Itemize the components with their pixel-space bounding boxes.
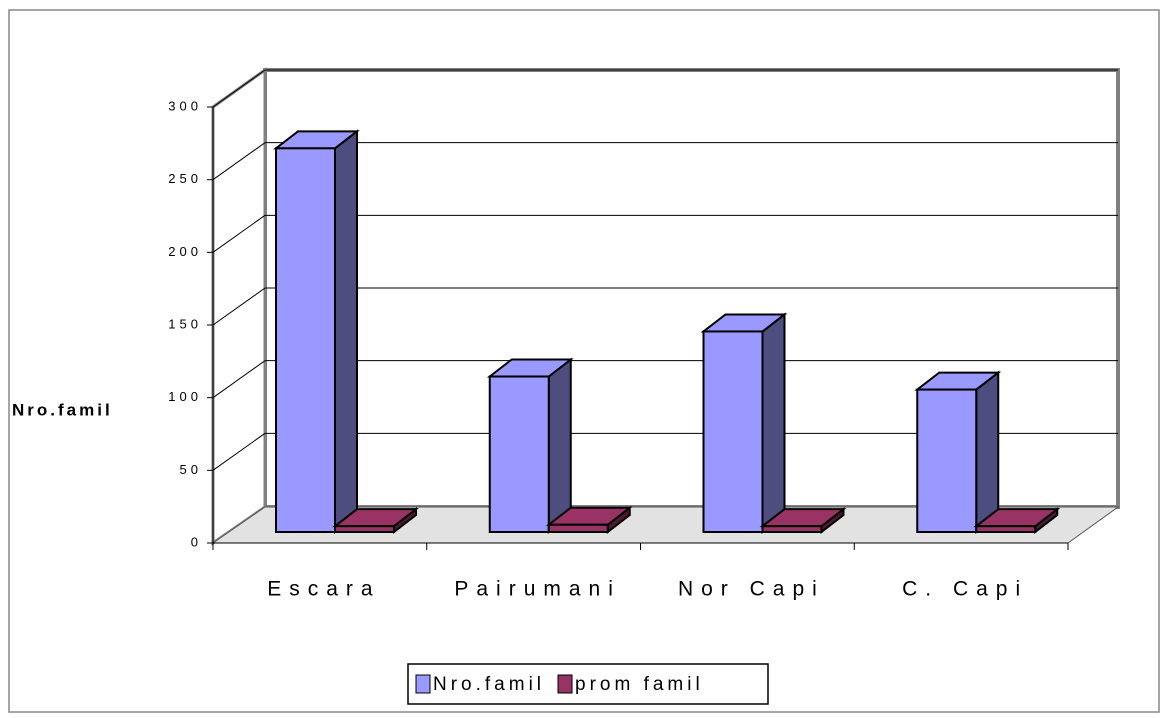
x-tick-label: Escara <box>267 578 380 601</box>
legend-swatch <box>415 674 431 694</box>
y-tick-label: 150 <box>168 316 202 331</box>
y-tick-label: 200 <box>168 244 202 259</box>
bar <box>761 525 823 533</box>
x-tick-label: Pairumani <box>454 578 621 601</box>
bar-side <box>547 357 572 535</box>
grid-line <box>212 360 266 399</box>
y-axis-title: Nro.famil <box>12 400 113 419</box>
legend-label: prom famil <box>575 674 704 695</box>
legend-swatch <box>557 674 573 694</box>
grid-line <box>212 69 266 108</box>
legend-label: Nro.famil <box>433 674 545 695</box>
bar <box>488 375 550 534</box>
grid-line <box>212 214 266 253</box>
x-tick-label: C. Capi <box>902 578 1028 601</box>
x-tick-label: Nor Capi <box>678 578 825 601</box>
legend <box>407 663 769 705</box>
grid-line <box>212 287 266 326</box>
bar-side <box>334 129 358 535</box>
y-tick-label: 100 <box>168 389 202 404</box>
y-tick-label: 300 <box>168 98 202 113</box>
bar <box>702 330 764 533</box>
y-tick-label: 50 <box>180 462 202 477</box>
grid-line <box>212 432 266 471</box>
y-tick-label: 250 <box>168 171 202 186</box>
grid-line <box>212 142 266 181</box>
bar <box>975 525 1037 533</box>
bar-side <box>975 370 1000 535</box>
bar <box>334 525 395 533</box>
bar <box>547 523 609 534</box>
bar <box>916 388 978 533</box>
y-tick-label: 0 <box>191 534 202 549</box>
bar <box>275 147 336 533</box>
bar-side <box>761 312 786 535</box>
